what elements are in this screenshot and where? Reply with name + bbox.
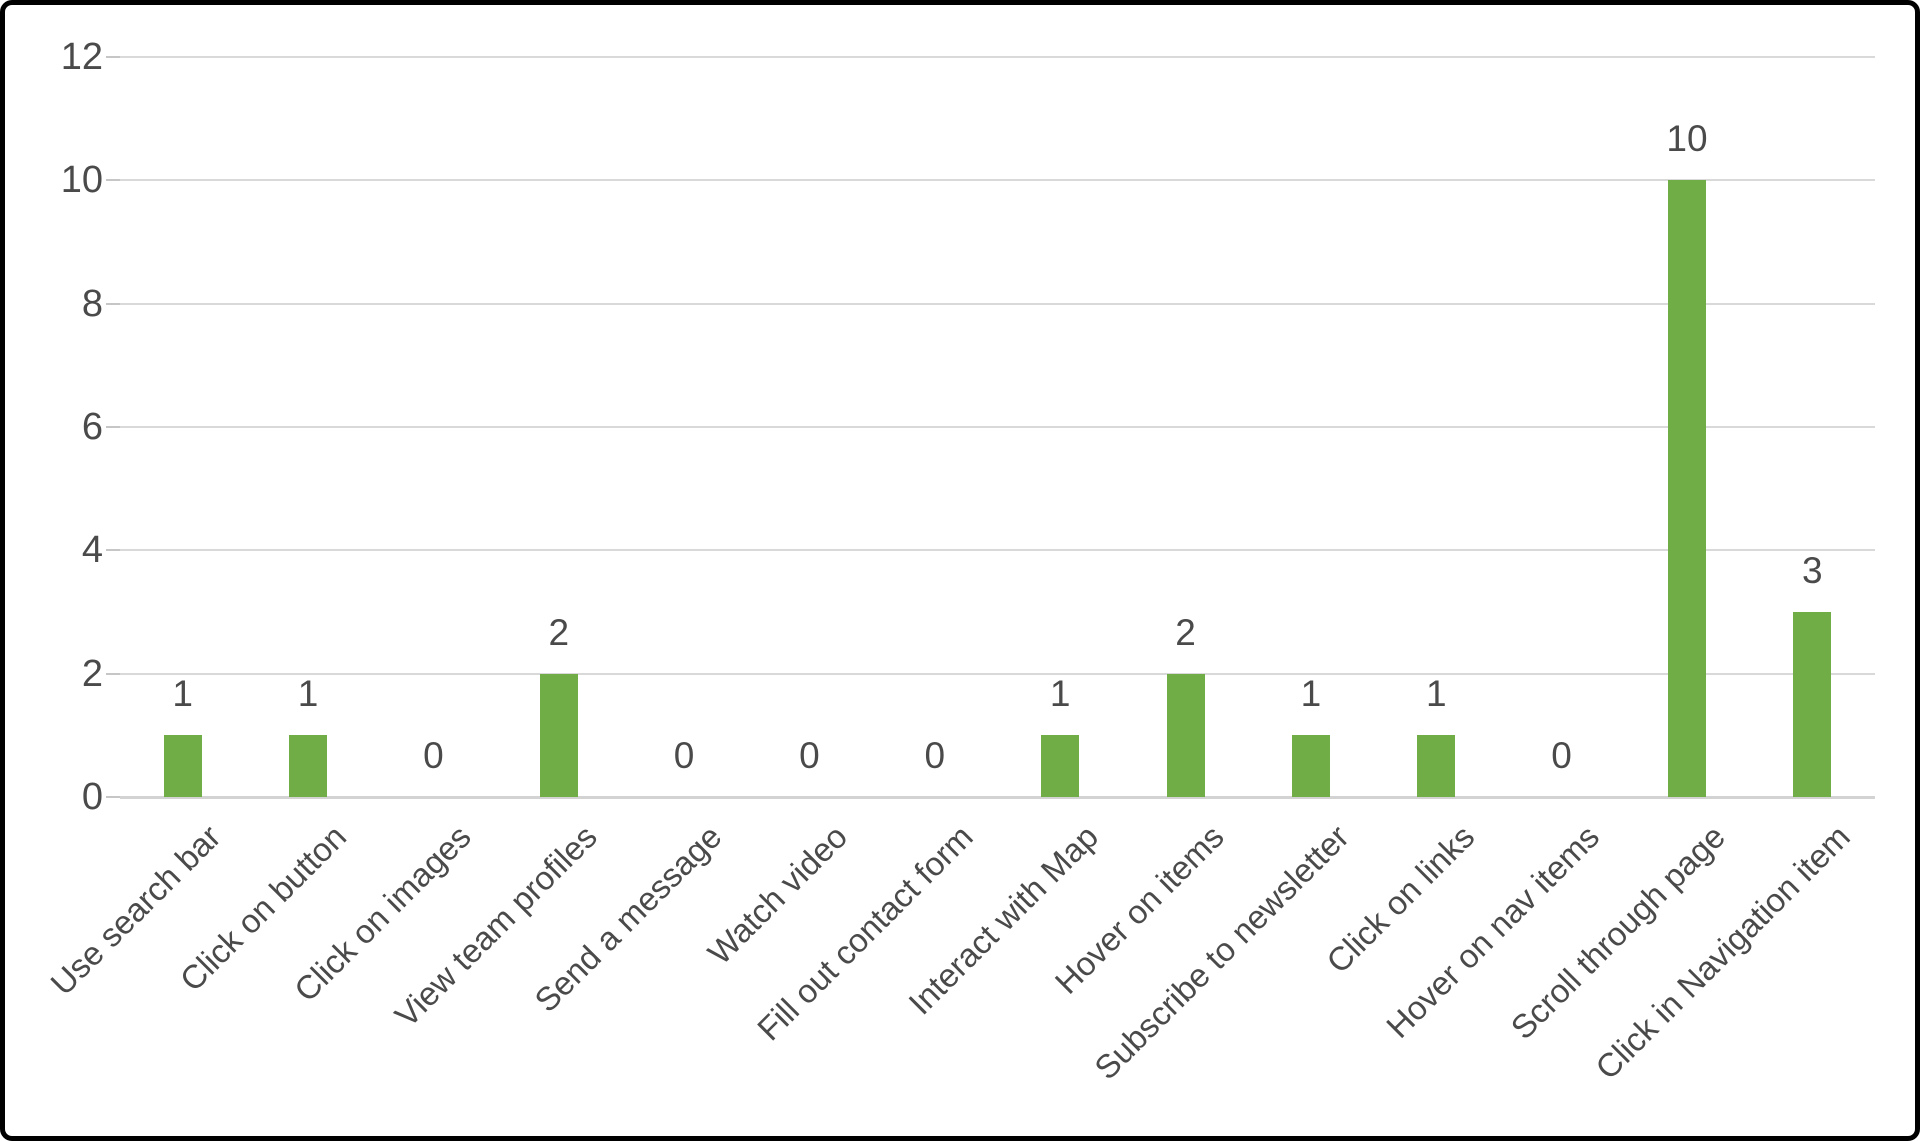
bar xyxy=(289,735,328,797)
bar-value-label: 3 xyxy=(1802,550,1823,591)
y-axis-tick xyxy=(106,302,120,305)
y-tick-label: 10 xyxy=(60,159,103,202)
x-tick-label: Scroll through page xyxy=(1503,817,1732,1047)
bar-value-label: 1 xyxy=(1425,673,1447,715)
gridline xyxy=(120,549,1875,552)
bar-value-label: 2 xyxy=(1175,611,1196,653)
gridline xyxy=(120,426,1875,428)
bar xyxy=(163,735,202,797)
y-tick-label: 0 xyxy=(81,776,103,818)
bar-value-label: 1 xyxy=(1049,673,1071,715)
y-tick-label: 6 xyxy=(81,406,103,448)
x-tick-label: Hover on nav items xyxy=(1379,817,1607,1045)
gridline xyxy=(120,56,1875,58)
bar-value-label: 0 xyxy=(423,735,444,776)
y-tick-label: 4 xyxy=(81,529,103,572)
x-tick-label: Click in Navigation item xyxy=(1588,817,1858,1087)
bar xyxy=(1291,735,1330,797)
bar-value-label: 0 xyxy=(1551,735,1572,776)
y-axis-tick xyxy=(106,426,120,428)
bar-value-label: 0 xyxy=(924,735,946,776)
gridline xyxy=(120,302,1875,305)
x-tick-label: Subscribe to newsletter xyxy=(1087,817,1356,1087)
bar xyxy=(539,673,578,797)
y-axis-tick xyxy=(106,796,120,798)
bar xyxy=(1793,612,1832,797)
gridline xyxy=(120,179,1875,182)
y-tick-label: 2 xyxy=(81,652,103,695)
y-axis-tick xyxy=(106,672,120,675)
y-tick-label: 8 xyxy=(81,282,103,325)
y-axis-tick xyxy=(106,549,120,552)
bar xyxy=(1667,180,1706,797)
bar-value-label: 10 xyxy=(1666,118,1708,160)
bar-value-label: 0 xyxy=(799,735,820,776)
bar-value-label: 1 xyxy=(297,673,319,715)
y-axis-tick xyxy=(106,179,120,182)
bar-chart: 0 2 4 6 8 10 12 1 Use search bar 1 Click on button… xyxy=(5,5,1915,1136)
x-tick-label: Fill out contact form xyxy=(749,817,980,1048)
bar xyxy=(1417,735,1456,797)
bar-value-label: 1 xyxy=(1300,673,1322,715)
bar-value-label: 0 xyxy=(673,735,695,776)
gridline xyxy=(120,672,1875,675)
gridline xyxy=(120,796,1875,799)
y-axis-tick xyxy=(106,56,120,58)
bar-value-label: 2 xyxy=(548,611,570,653)
y-tick-label: 12 xyxy=(60,36,103,78)
bar-value-label: 1 xyxy=(172,673,193,715)
bar xyxy=(1041,735,1080,797)
bar xyxy=(1166,673,1205,797)
